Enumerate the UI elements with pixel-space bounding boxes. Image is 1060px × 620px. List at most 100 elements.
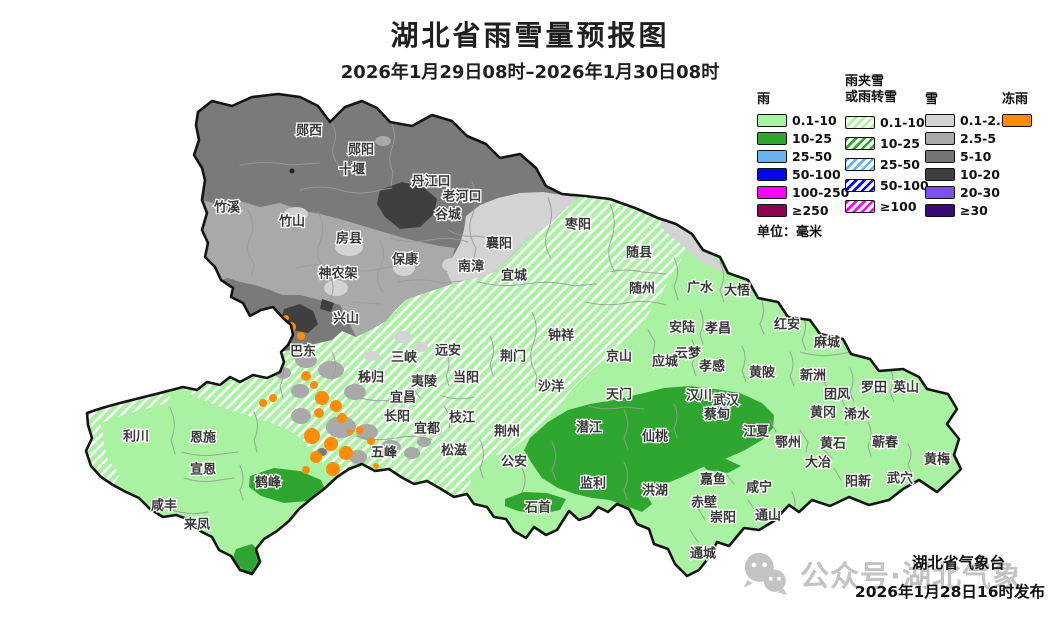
watermark-text: 公众号·湖北气象 — [800, 559, 1023, 593]
county-label: 云梦 — [675, 346, 702, 362]
snow-light-patch — [324, 280, 348, 296]
county-label: 咸宁 — [746, 480, 772, 496]
county-label: 五峰 — [371, 445, 398, 461]
snow-light-patch — [393, 260, 415, 276]
legend-item-label: 50-100 — [792, 167, 841, 182]
county-label: 南漳 — [458, 259, 484, 275]
legend-group-header: 雪 — [925, 92, 939, 107]
snow-light-wedge — [447, 192, 578, 284]
county-label: 丹江口 — [411, 174, 450, 190]
county-label: 英山 — [892, 380, 919, 396]
snow-dark-patch — [194, 271, 210, 292]
legend-item: ≥100 — [845, 199, 929, 214]
legend-swatch — [925, 150, 955, 163]
county-label: 蕲春 — [872, 435, 899, 451]
legend-item-label: 25-50 — [880, 157, 920, 172]
county-label: 黄陂 — [749, 365, 776, 381]
legend-item: 25-50 — [757, 149, 849, 164]
legend-item-label: ≥30 — [960, 203, 988, 218]
county-label: 大悟 — [724, 283, 750, 299]
snow-light-patch — [442, 258, 462, 272]
legend-group: 冻雨 — [1002, 92, 1032, 132]
legend-item-label: ≥250 — [792, 203, 829, 218]
county-label: 随州 — [629, 281, 655, 297]
county-label: 当阳 — [453, 370, 479, 386]
county-label: 松滋 — [441, 443, 467, 459]
legend-item: 0.1-10 — [757, 113, 849, 128]
county-label: 大冶 — [805, 455, 831, 471]
county-label: 团风 — [824, 388, 850, 403]
legend-item: 2.5-5 — [925, 131, 1009, 146]
county-label: 竹山 — [278, 214, 305, 230]
county-label: 秭归 — [358, 370, 384, 386]
county-label: 宜昌 — [390, 390, 416, 406]
legend-group-header: 雨 — [757, 92, 771, 107]
county-label: 黄石 — [820, 436, 846, 452]
county-label: 监利 — [580, 476, 606, 492]
county-label: 房县 — [336, 231, 362, 247]
county-label: 黄梅 — [924, 452, 950, 468]
county-label: 三峡 — [391, 350, 418, 366]
county-label: 仙桃 — [642, 429, 668, 445]
issuing-agency: 湖北省气象台 — [911, 554, 1005, 572]
valid-period: 2026年1月29日08时–2026年1月30日08时 — [340, 62, 720, 83]
county-label: 阳新 — [845, 474, 871, 490]
legend-item: 50-100 — [757, 167, 849, 182]
legend-item-label: 0.1-10 — [880, 115, 925, 130]
reservoir-dot — [289, 168, 295, 174]
legend-item-label: ≥100 — [880, 199, 917, 214]
legend-item: 25-50 — [845, 157, 929, 172]
county-label: 十堰 — [339, 162, 365, 178]
county-label: 老河口 — [441, 189, 481, 205]
county-label: 郧西 — [296, 124, 322, 139]
legend-swatch — [925, 204, 955, 217]
legend-item-label: 25-50 — [792, 149, 832, 164]
legend-unit: 单位：毫米 — [757, 225, 823, 240]
county-label: 汉川 — [686, 388, 712, 404]
county-label: 孝感 — [698, 359, 725, 375]
legend-swatch — [757, 168, 787, 181]
legend-item: 0.1-10 — [845, 115, 929, 130]
county-label: 黄冈 — [810, 405, 836, 421]
snow-dark-patch — [377, 182, 437, 229]
county-label: 随县 — [626, 245, 652, 261]
sleet-fringe-nw — [87, 393, 176, 428]
legend-item: 10-20 — [925, 167, 1009, 182]
legend-swatch — [925, 168, 955, 181]
county-label: 通山 — [755, 508, 781, 524]
legend-item-label: 10-25 — [880, 136, 920, 151]
legend-swatch — [757, 204, 787, 217]
legend-swatch — [845, 179, 875, 192]
legend-item-label: 100-250 — [792, 185, 850, 200]
page-title: 湖北省雨雪量预报图 — [390, 19, 670, 52]
county-label: 咸丰 — [151, 498, 177, 514]
county-label: 红安 — [774, 317, 800, 333]
sleet-zone — [183, 196, 688, 500]
snow-dark-patch — [320, 299, 334, 312]
legend-swatch — [925, 114, 955, 127]
legend-swatch — [845, 116, 875, 129]
wechat-icon — [743, 552, 788, 596]
legend-swatch — [845, 137, 875, 150]
legend-item: ≥30 — [925, 203, 1009, 218]
county-label: 钟祥 — [548, 328, 574, 344]
snow-mid-patch — [375, 136, 391, 146]
county-label: 长阳 — [384, 409, 410, 425]
legend-swatch — [757, 114, 787, 127]
rain-heavy-band — [524, 386, 774, 512]
county-label: 江夏 — [743, 424, 770, 440]
county-label: 孝昌 — [704, 321, 731, 337]
county-label: 荆门 — [500, 349, 526, 365]
legend-item — [1002, 114, 1032, 127]
legend-item-label: 2.5-5 — [960, 131, 997, 146]
snow-ne-wedge — [660, 218, 728, 273]
county-label: 武汉 — [713, 393, 740, 409]
county-label: 巴东 — [290, 344, 316, 360]
county-label: 谷城 — [435, 207, 461, 223]
legend-item: 0.1-2.5 — [925, 113, 1010, 128]
mixed-zone-light-patches — [364, 331, 442, 436]
legend-item-label: 0.1-2.5 — [960, 113, 1010, 128]
legend-item: 10-25 — [757, 131, 849, 146]
